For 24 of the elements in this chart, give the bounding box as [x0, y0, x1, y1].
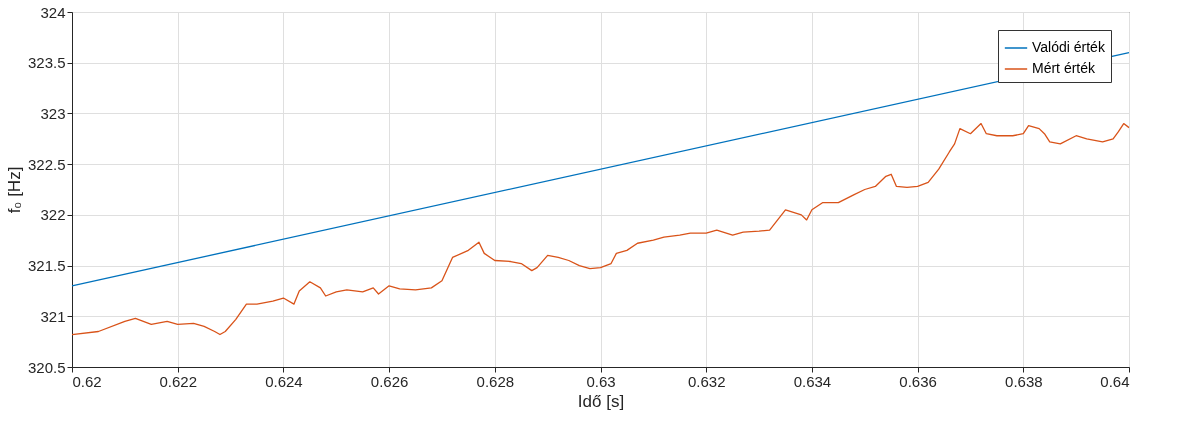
x-tick-label: 0.622 — [159, 372, 197, 390]
x-tick-label: 0.634 — [793, 372, 832, 390]
legend-label: Mért érték — [1032, 60, 1097, 76]
x-axis-title: Idő [s] — [577, 391, 625, 411]
y-axis-title: f₀ [Hz] — [4, 166, 24, 214]
x-tick-label: 0.63 — [586, 372, 616, 390]
y-tick-label: 324 — [40, 3, 66, 21]
y-tick-label: 323 — [40, 104, 66, 122]
x-tick-label: 0.626 — [370, 372, 409, 390]
y-tick-label: 322.5 — [27, 155, 66, 173]
line-series — [71, 122, 1130, 336]
y-tick-label: 321.5 — [27, 257, 66, 275]
x-tick-label: 0.632 — [687, 372, 726, 390]
x-tick-label: 0.64 — [1100, 372, 1130, 390]
x-tick-label: 0.624 — [265, 372, 303, 390]
x-tick-label: 0.638 — [1005, 372, 1043, 390]
y-tick-label: 322 — [40, 206, 66, 224]
y-tick-label: 323.5 — [27, 54, 66, 72]
x-tick-label: 0.636 — [899, 372, 937, 390]
legend-label: Valódi érték — [1032, 39, 1106, 55]
y-tick-label: 320.5 — [27, 358, 66, 376]
y-tick-label: 321 — [40, 307, 66, 325]
x-tick-label: 0.62 — [72, 372, 102, 390]
x-tick-label: 0.628 — [476, 372, 515, 390]
